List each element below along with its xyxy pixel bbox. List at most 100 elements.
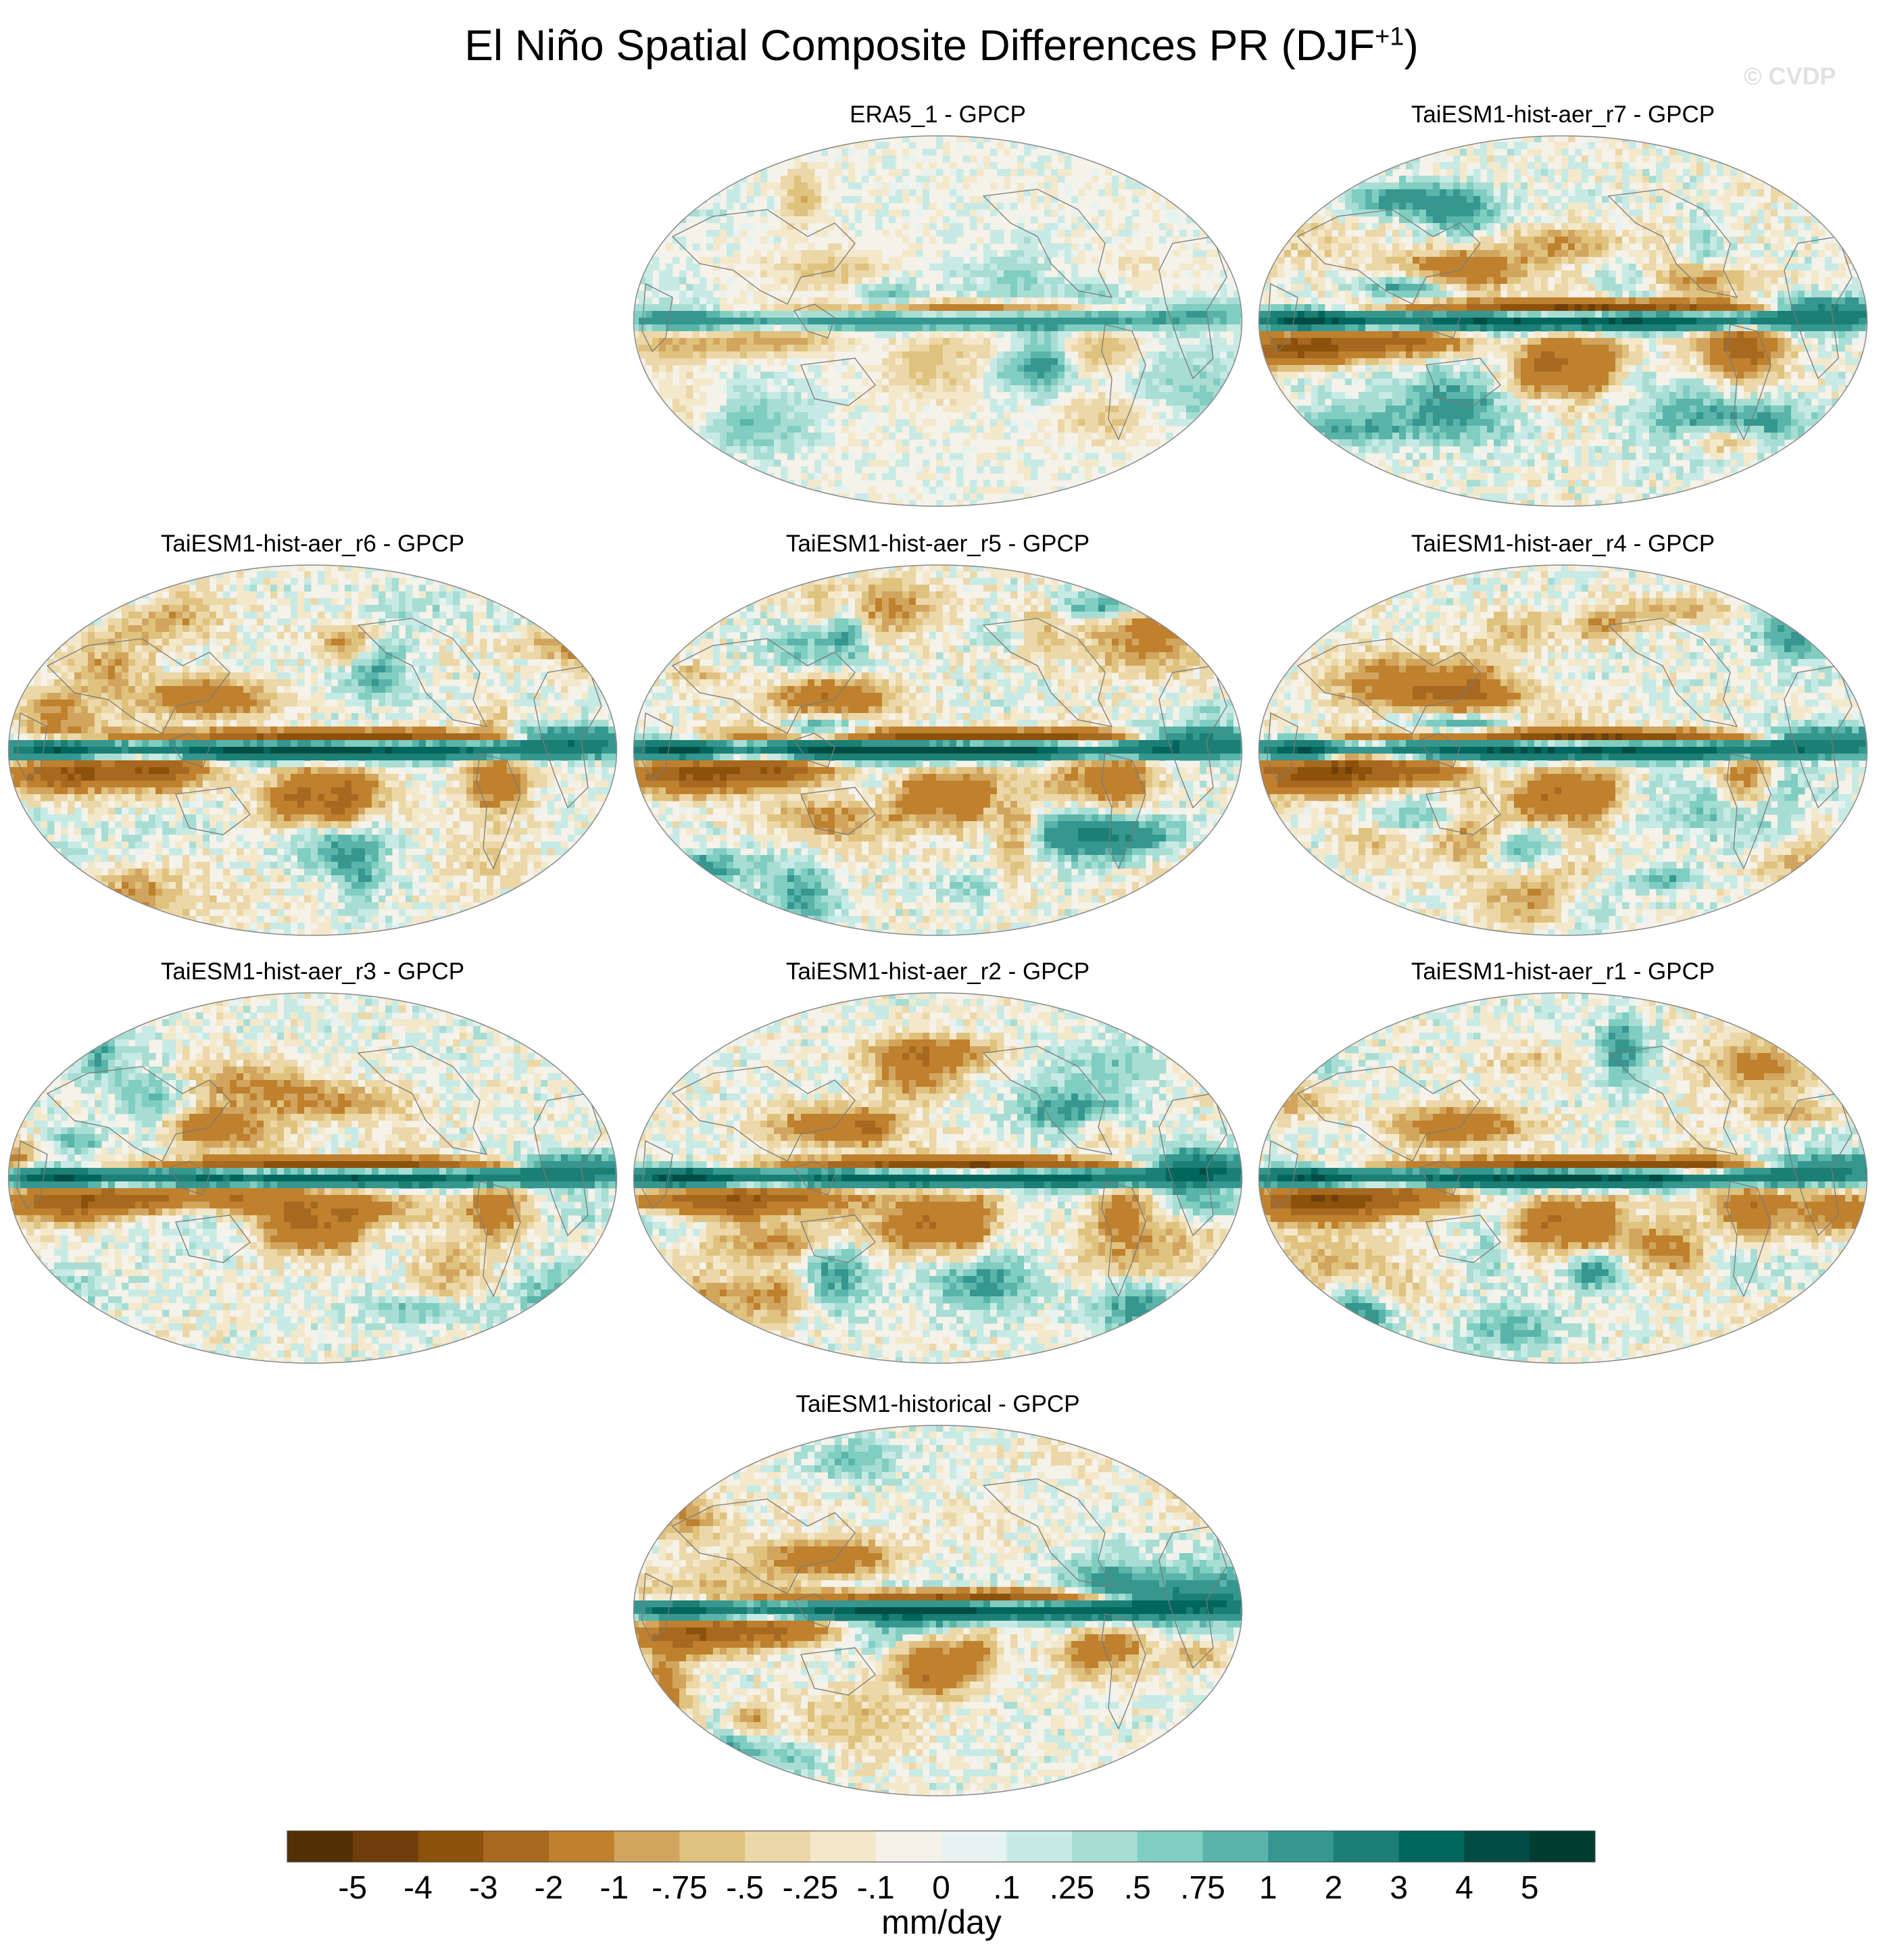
precip-cell xyxy=(1818,324,1826,332)
precip-cell xyxy=(1125,419,1133,426)
precip-cell xyxy=(956,378,964,386)
precip-cell xyxy=(1825,318,1832,325)
precip-cell xyxy=(970,392,977,399)
precip-cell xyxy=(774,257,781,264)
precip-cell xyxy=(909,270,916,278)
precip-cell xyxy=(639,351,646,359)
precip-cell xyxy=(1446,270,1454,278)
precip-cell xyxy=(1555,338,1562,345)
precip-cell xyxy=(1004,182,1011,190)
precip-cell xyxy=(1784,196,1792,203)
precip-cell xyxy=(1311,284,1319,291)
precip-cell xyxy=(1514,277,1521,285)
precip-cell xyxy=(950,318,957,325)
coastline xyxy=(1158,236,1227,380)
precip-cell xyxy=(1051,487,1058,494)
precip-cell xyxy=(1507,297,1515,305)
precip-cell xyxy=(916,243,923,251)
precip-cell xyxy=(1092,297,1099,305)
precip-cell xyxy=(1065,250,1072,258)
precip-cell xyxy=(828,406,835,413)
precip-cell xyxy=(1125,345,1133,352)
precip-cell xyxy=(1017,466,1025,474)
precip-cell xyxy=(1112,196,1119,203)
precip-cell xyxy=(1125,257,1133,264)
precip-cell xyxy=(1690,284,1697,291)
figure-title: El Niño Spatial Composite Differences PR… xyxy=(0,20,1883,70)
precip-cell xyxy=(1098,291,1106,298)
precip-cell xyxy=(1037,182,1045,190)
precip-cell xyxy=(1004,270,1011,278)
precip-cell xyxy=(1629,297,1636,305)
precip-cell xyxy=(1125,189,1133,197)
precip-cell xyxy=(1446,169,1454,176)
precip-cell xyxy=(896,304,903,312)
precip-cell xyxy=(1206,385,1214,393)
precip-cell xyxy=(1555,345,1562,352)
precip-cell xyxy=(1413,237,1420,244)
precip-cell xyxy=(1098,406,1106,413)
precip-cell xyxy=(855,324,862,332)
precip-cell xyxy=(1193,358,1200,366)
precip-cell xyxy=(1521,216,1528,224)
precip-cell xyxy=(1771,189,1778,197)
precip-cell xyxy=(1534,216,1542,224)
precip-cell xyxy=(1345,311,1352,318)
precip-cell xyxy=(1507,291,1515,298)
precip-cell xyxy=(1723,291,1731,298)
precip-cell xyxy=(841,426,849,433)
precip-cell xyxy=(767,237,775,244)
precip-cell xyxy=(997,433,1004,440)
precip-cell xyxy=(1037,196,1045,203)
precip-cell xyxy=(666,385,673,393)
precip-cell xyxy=(1595,291,1603,298)
precip-cell xyxy=(1071,304,1079,312)
precip-cell xyxy=(801,480,808,487)
precip-cell xyxy=(970,203,977,210)
precip-cell xyxy=(1146,210,1153,217)
precip-cell xyxy=(754,460,761,467)
precip-cell xyxy=(1186,304,1194,312)
precip-cell xyxy=(1534,311,1542,318)
precip-cell xyxy=(808,318,815,325)
precip-cell xyxy=(1588,250,1596,258)
precip-cell xyxy=(977,284,984,291)
precip-cell xyxy=(1500,162,1508,170)
precip-cell xyxy=(1044,419,1052,426)
precip-cell xyxy=(1166,351,1173,359)
precip-cell xyxy=(1798,284,1805,291)
precip-cell xyxy=(1690,216,1697,224)
precip-cell xyxy=(1345,203,1352,210)
precip-cell xyxy=(1426,250,1434,258)
precip-cell xyxy=(1561,230,1569,237)
precip-cell xyxy=(889,216,896,224)
precip-cell xyxy=(1004,406,1011,413)
precip-cell xyxy=(1386,189,1393,197)
precip-cell xyxy=(1058,277,1065,285)
precip-cell xyxy=(1092,230,1099,237)
precip-cell xyxy=(1092,365,1099,372)
precip-cell xyxy=(821,378,829,386)
precip-cell xyxy=(1193,270,1200,278)
precip-cell xyxy=(950,399,957,406)
precip-cell xyxy=(869,257,876,264)
precip-cell xyxy=(1811,331,1819,339)
precip-cell xyxy=(1132,412,1140,420)
precip-cell xyxy=(1582,338,1589,345)
precip-cell xyxy=(1805,223,1812,230)
precip-cell xyxy=(1534,162,1542,170)
precip-cell xyxy=(1105,182,1112,190)
precip-cell xyxy=(633,324,639,332)
precip-cell xyxy=(1311,264,1319,271)
precip-cell xyxy=(1541,284,1548,291)
precip-cell xyxy=(1152,196,1160,203)
precip-cell xyxy=(1791,345,1799,352)
precip-cell xyxy=(929,311,937,318)
precip-cell xyxy=(1534,291,1542,298)
precip-cell xyxy=(1092,412,1099,420)
precip-cell xyxy=(1119,277,1126,285)
precip-cell xyxy=(754,351,761,359)
precip-cell xyxy=(1723,230,1731,237)
precip-cell xyxy=(1386,210,1393,217)
precip-cell xyxy=(1058,250,1065,258)
